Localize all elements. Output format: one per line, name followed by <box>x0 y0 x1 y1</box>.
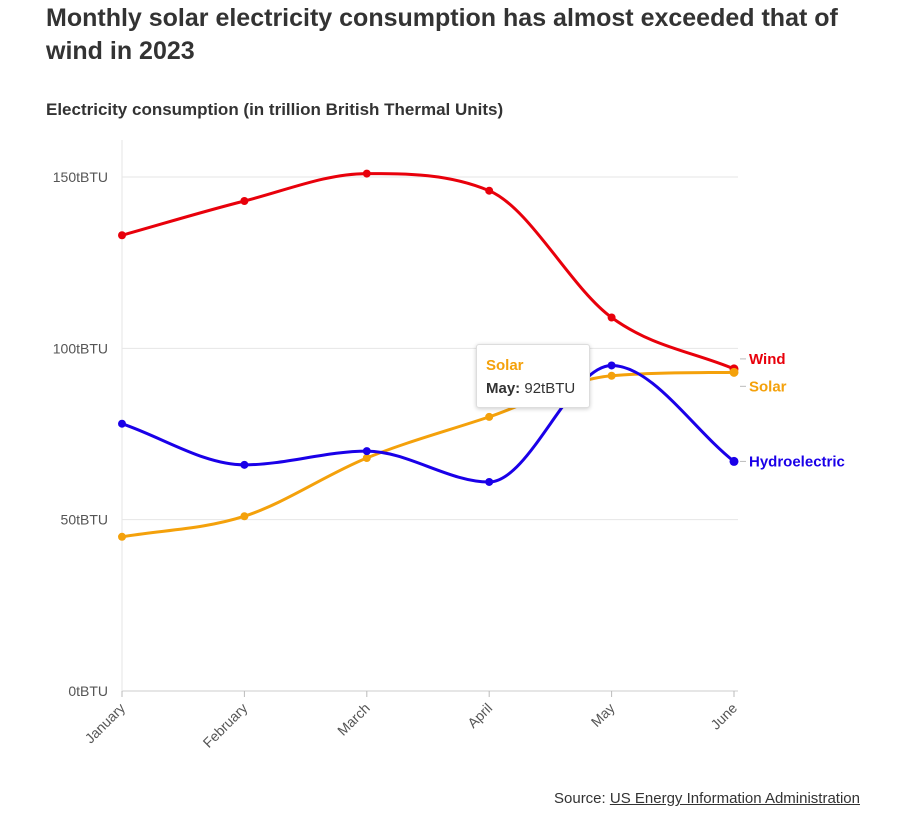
x-axis: January February March April May June <box>82 691 740 751</box>
x-tick-label: April <box>464 700 495 731</box>
data-point-solar <box>118 532 126 541</box>
data-point-wind <box>362 169 371 178</box>
end-label-hydroelectric: Hydroelectric <box>749 453 845 470</box>
data-point-hydroelectric <box>240 460 249 469</box>
end-label-solar: Solar <box>749 378 787 395</box>
data-point-solar <box>362 453 371 462</box>
y-axis: 0tBTU 50tBTU 100tBTU 150tBTU <box>53 169 108 699</box>
tooltip-number: 92tBTU <box>524 380 576 397</box>
series-line-hydroelectric <box>120 363 736 484</box>
tooltip-value: May: 92tBTU <box>486 380 575 397</box>
x-tick-label: February <box>200 700 251 751</box>
data-point-hydroelectric <box>118 419 126 428</box>
data-point-solar <box>240 512 249 521</box>
data-point-wind <box>607 313 616 322</box>
series-end-labels: Wind Solar Hydroelectric <box>740 351 845 470</box>
y-tick-label: 150tBTU <box>53 169 108 185</box>
data-point-hydroelectric <box>729 456 739 466</box>
chart-subtitle: Electricity consumption (in trillion Bri… <box>46 100 504 119</box>
chart-title: Monthly solar electricity consumption ha… <box>46 4 838 65</box>
data-point-wind <box>118 231 126 240</box>
series-line-solar <box>120 370 736 539</box>
series-lines <box>120 172 736 539</box>
hover-tooltip: Solar May: 92tBTU <box>476 344 590 408</box>
series-line-wind <box>120 172 736 371</box>
x-tick-label: January <box>82 700 129 747</box>
data-point-solar <box>729 367 739 377</box>
data-point-wind <box>485 186 494 195</box>
source-link[interactable]: US Energy Information Administration <box>609 790 860 807</box>
gridlines <box>121 140 738 692</box>
end-label-wind: Wind <box>749 351 786 368</box>
data-point-hydroelectric <box>485 477 494 486</box>
y-tick-label: 0tBTU <box>68 683 108 699</box>
x-tick-label: March <box>334 700 373 739</box>
y-tick-label: 50tBTU <box>61 512 108 528</box>
tooltip-label: May: <box>486 380 521 397</box>
data-point-solar <box>607 371 616 380</box>
source-note: Source: US Energy Information Administra… <box>554 790 860 807</box>
series-points <box>118 169 739 541</box>
source-prefix: Source: <box>554 790 610 807</box>
data-point-solar <box>485 412 494 421</box>
x-tick-label: June <box>707 700 740 733</box>
data-point-wind <box>240 196 249 205</box>
tooltip-series-name: Solar <box>486 357 524 374</box>
data-point-hydroelectric <box>362 447 371 456</box>
x-tick-label: May <box>588 700 618 730</box>
y-tick-label: 100tBTU <box>53 340 108 356</box>
data-point-hydroelectric <box>607 361 616 370</box>
